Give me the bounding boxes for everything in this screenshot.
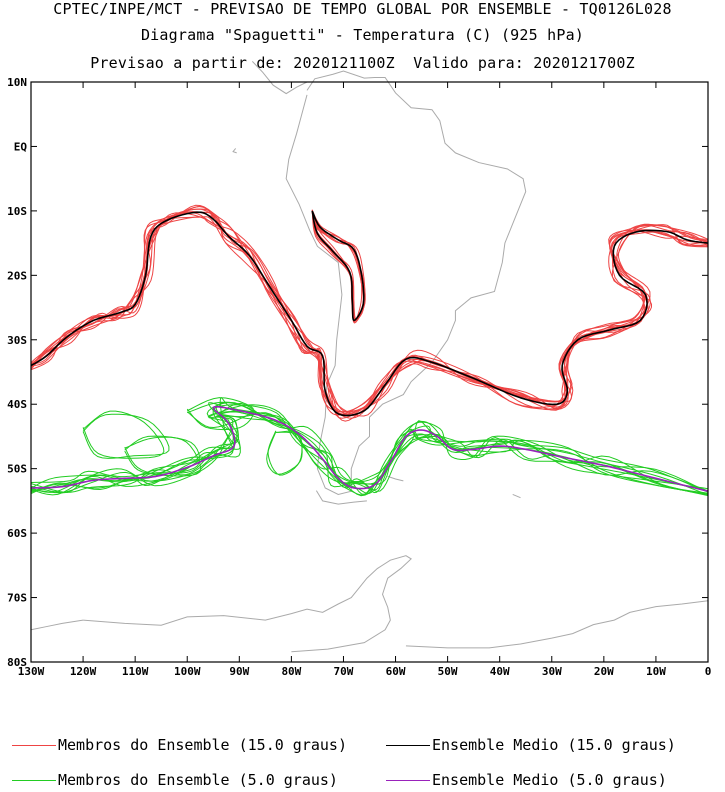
member-5c-line [30,401,709,493]
member-15c-line [30,208,709,416]
lon-label: 120W [70,665,97,678]
member-15c-line [30,216,709,413]
axis-ticks [30,81,709,663]
legend-label: Ensemble Medio (15.0 graus) [432,736,676,754]
lat-label: EQ [14,140,28,153]
legend-label: Ensemble Medio (5.0 graus) [432,771,667,789]
legend-item-member15: Membros do Ensemble (15.0 graus) [12,736,347,754]
south-america-coast [285,70,527,495]
coastline-layer [30,61,709,653]
tierra-del-fuego [315,490,367,505]
central-america-coast [251,61,308,95]
legend-item-member5: Membros do Ensemble (5.0 graus) [12,771,338,789]
longitude-labels: 130W 120W 110W 100W 90W 80W 70W 60W 50W 40W 30W 20W… [18,665,712,678]
member-5c-line [30,411,709,496]
member-15c-line [30,211,709,419]
member-5c-loop [82,413,170,459]
title-line-3: Previsao a partir de: 2020121100Z Valido… [90,54,635,72]
lon-label: 20W [594,665,614,678]
antarctica-weddell-coast [405,600,709,649]
lon-label: 30W [542,665,562,678]
map-frame [30,81,709,663]
member-5c-loop [186,401,254,431]
mean-15c-andes-line [311,210,365,322]
latitude-labels: 10N EQ 10S 20S 30S 40S 50S 60S 70S 80S [7,76,27,669]
lat-label: 10N [7,76,27,89]
legend-item-mean15: Ensemble Medio (15.0 graus) [386,736,676,754]
lon-label: 90W [229,665,249,678]
lat-label: 70S [7,592,27,605]
lat-label: 60S [7,527,27,540]
ensemble-mean-layer [30,210,709,492]
mean-15c-line [30,211,709,417]
members-5-layer [30,397,709,497]
member-5c-loop [186,397,254,428]
title-line-1: CPTEC/INPE/MCT - PREVISAO DE TEMPO GLOBA… [53,0,672,18]
title-line-2: Diagrama "Spaguetti" - Temperatura (C) (… [140,26,585,44]
members-15-layer [30,204,709,422]
lon-label: 60W [386,665,406,678]
member-15c-andes-line [311,211,363,323]
lat-label: 20S [7,269,27,282]
member-5c-loop [124,436,202,477]
antarctica-peninsula-coast [83,555,412,653]
lon-label: 0 [705,665,712,678]
member-15c-line [30,211,709,419]
lon-label: 110W [122,665,149,678]
legend-swatch [386,744,430,746]
lat-label: 10S [7,205,27,218]
legend-swatch [12,744,56,746]
member-15c-line [30,205,709,422]
lon-label: 100W [174,665,201,678]
lon-label: 50W [438,665,458,678]
member-15c-line [30,216,709,416]
antarctica-west-coast [30,619,84,631]
lon-label: 130W [18,665,45,678]
galapagos [232,148,237,154]
member-5c-line [30,402,709,495]
member-5c-line [30,397,709,497]
lon-label: 70W [334,665,354,678]
member-5c-loop [266,431,303,475]
member-15c-line [30,206,709,413]
legend-label: Membros do Ensemble (15.0 graus) [58,736,347,754]
lon-label: 80W [281,665,301,678]
member-15c-line [30,212,709,417]
lat-label: 30S [7,334,27,347]
legend-item-mean5: Ensemble Medio (5.0 graus) [386,771,667,789]
falklands [387,475,404,482]
member-5c-loop [124,435,201,475]
lat-label: 40S [7,398,27,411]
member-5c-loop [82,410,165,459]
lon-label: 40W [490,665,510,678]
lat-label: 50S [7,463,27,476]
south-georgia [512,493,521,499]
legend-label: Membros do Ensemble (5.0 graus) [58,771,338,789]
legend-swatch [386,779,430,781]
lat-label: 80S [7,656,27,669]
lon-label: 10W [646,665,666,678]
mean-5c-line [30,406,709,492]
legend-swatch [12,779,56,781]
